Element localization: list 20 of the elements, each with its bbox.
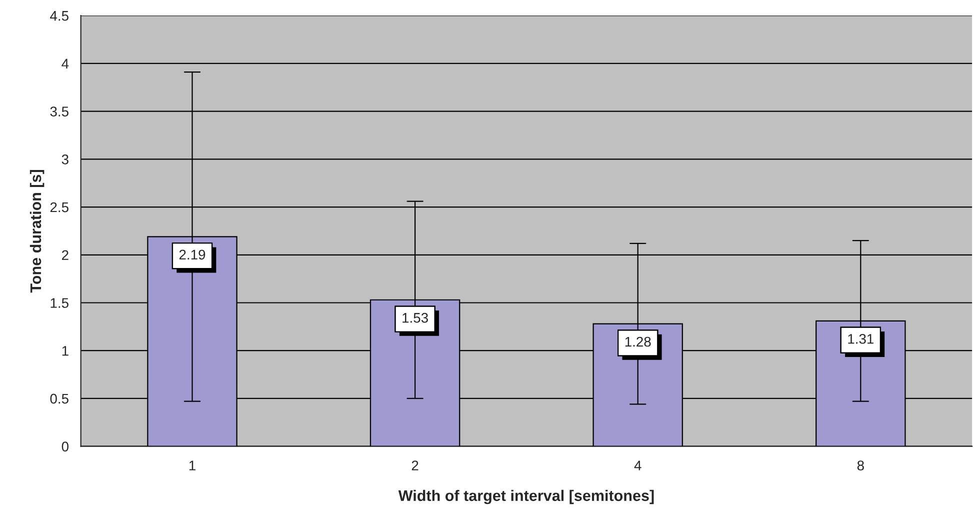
x-tick-label: 4	[634, 460, 642, 470]
y-tick-label: 3	[62, 154, 68, 164]
y-tick-label: 2.5	[50, 202, 68, 212]
x-axis-title: Width of target interval [semitones]	[398, 490, 654, 504]
data-label: 2.19	[179, 250, 206, 260]
y-axis-title: Tone duration [s]	[30, 170, 44, 293]
y-tick-label: 4.5	[50, 11, 68, 21]
y-tick-label: 0.5	[50, 394, 68, 404]
data-label: 1.28	[625, 336, 651, 347]
y-tick-label: 3.5	[50, 106, 68, 116]
x-tick-label: 8	[857, 460, 864, 470]
y-tick-label: 2	[62, 250, 68, 260]
data-label: 1.53	[402, 312, 428, 323]
data-label: 1.31	[848, 334, 874, 344]
y-tick-label: 1.5	[50, 298, 68, 308]
x-tick-label: 1	[189, 460, 196, 470]
x-tick-label: 2	[412, 460, 418, 470]
y-tick-label: 1	[62, 346, 68, 356]
y-tick-label: 4	[62, 58, 69, 68]
y-tick-label: 0	[62, 442, 68, 452]
